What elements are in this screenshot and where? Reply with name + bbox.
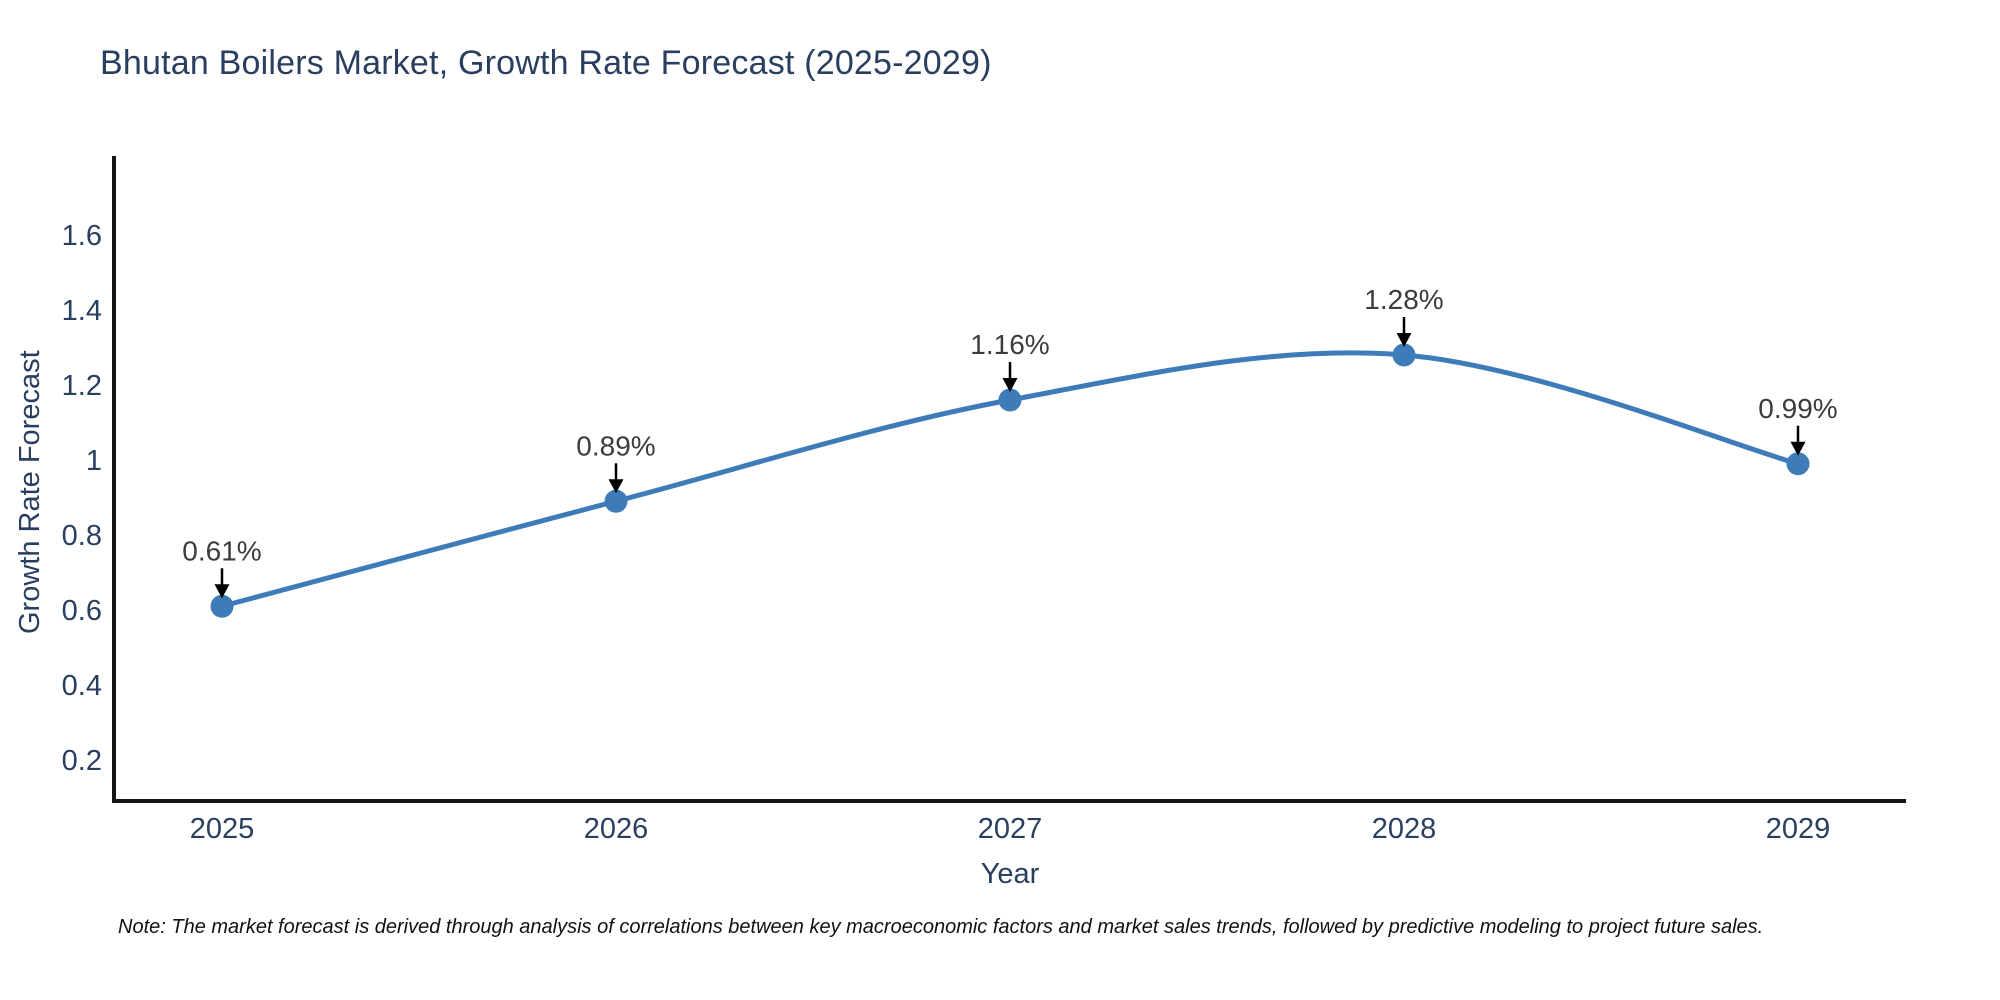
x-axis-title: Year [980,858,1040,890]
y-tick-label: 0.2 [62,745,102,777]
annotation-arrow-head [1396,333,1412,347]
y-tick-label: 1 [86,445,102,477]
data-point-marker[interactable] [998,388,1022,412]
y-tick-label: 0.4 [62,670,102,702]
y-tick-label: 1.6 [62,220,102,252]
y-tick-label: 1.2 [62,370,102,402]
x-tick-label: 2028 [1372,813,1437,845]
data-point-label: 1.28% [1364,284,1443,315]
x-tick-label: 2027 [978,813,1043,845]
data-point-label: 0.99% [1758,393,1837,424]
y-tick-label: 1.4 [62,295,102,327]
annotation-arrow-head [214,584,230,599]
data-point-label: 0.89% [576,430,655,461]
data-point-label: 1.16% [970,329,1049,360]
footnote: Note: The market forecast is derived thr… [118,916,1764,938]
annotation-arrow-head [1002,378,1018,392]
y-tick-label: 0.6 [62,595,102,627]
y-tick-label: 0.8 [62,520,102,552]
data-point-marker[interactable] [210,594,234,618]
data-point-marker[interactable] [1786,452,1810,476]
data-point-marker[interactable] [604,489,628,513]
chart-title: Bhutan Boilers Market, Growth Rate Forec… [100,44,992,82]
x-tick-label: 2029 [1766,813,1831,845]
data-point-label: 0.61% [182,535,261,566]
data-point-marker[interactable] [1392,343,1416,367]
annotation-arrow-head [608,479,624,494]
x-tick-label: 2026 [584,813,649,845]
x-tick-label: 2025 [190,813,255,845]
annotation-arrow-head [1790,441,1806,456]
